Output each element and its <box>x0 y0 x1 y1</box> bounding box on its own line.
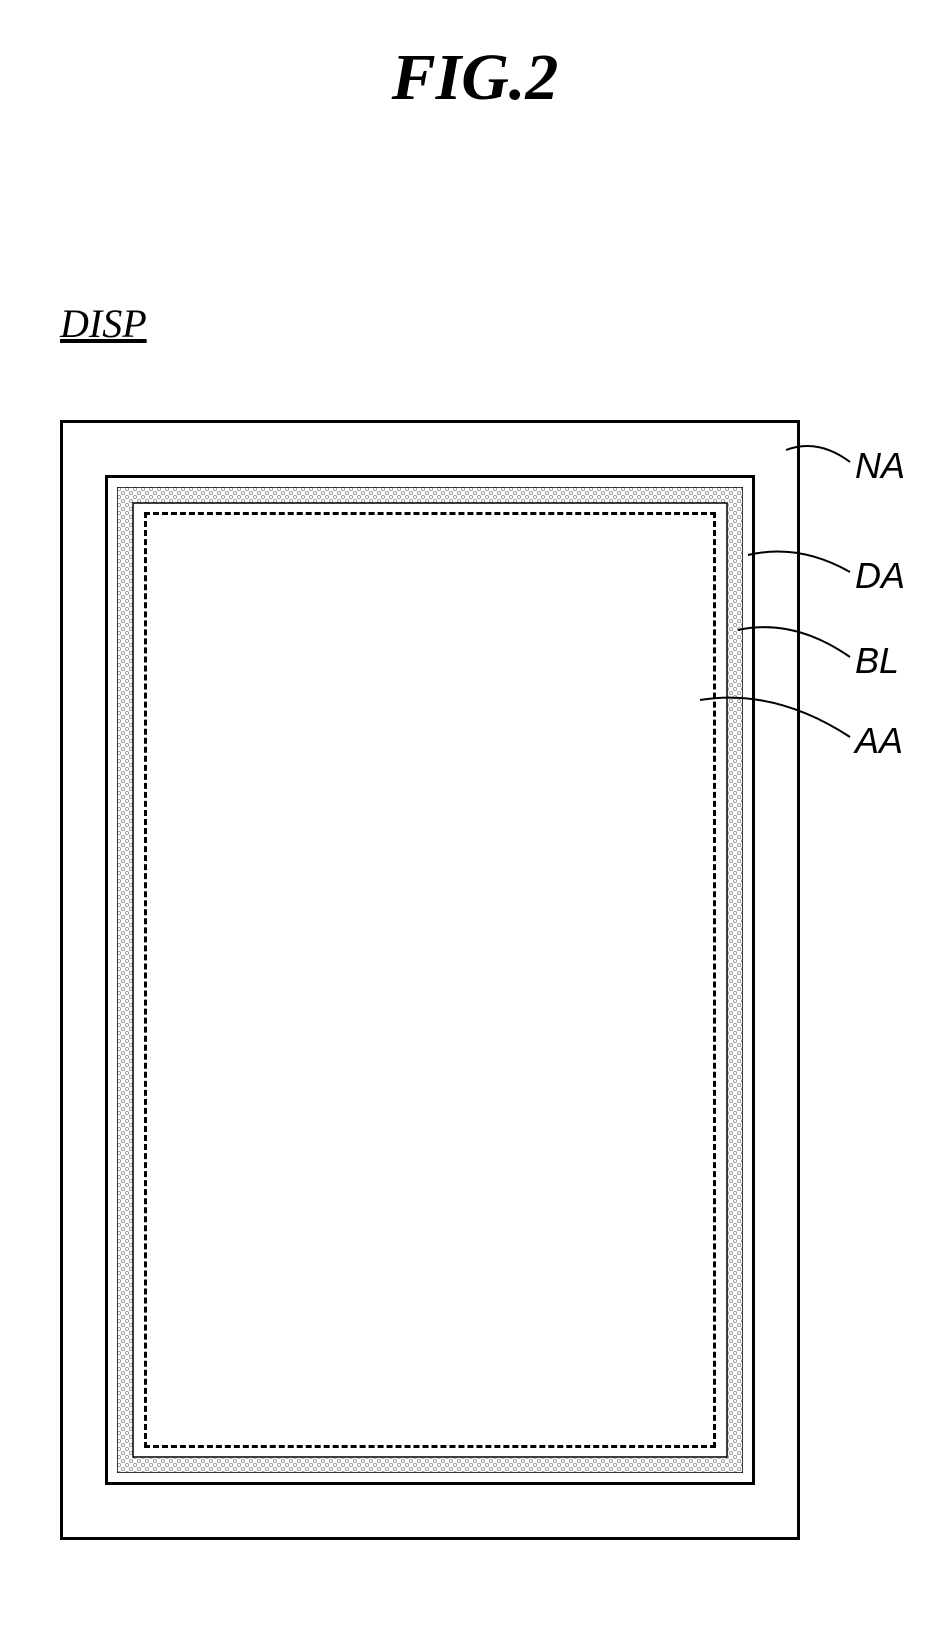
label-da: DA <box>855 555 905 597</box>
label-na: NA <box>855 445 905 487</box>
leader-lines <box>0 0 950 1625</box>
label-aa: AA <box>855 720 903 762</box>
label-bl: BL <box>855 640 899 682</box>
